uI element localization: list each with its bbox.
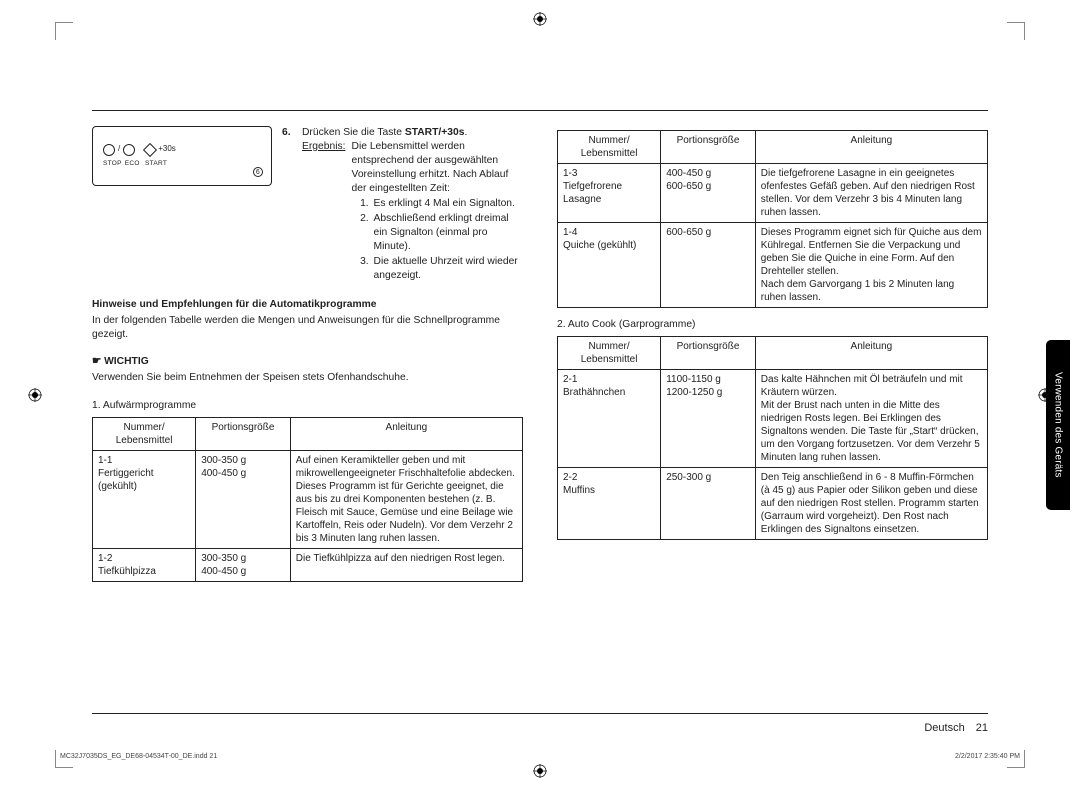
important-body: Verwenden Sie beim Entnehmen der Speisen…	[92, 371, 523, 385]
table-row: 2-2 Muffins 250-300 g Den Teig anschließ…	[558, 467, 988, 539]
hints-body: In der folgenden Tabelle werden die Meng…	[92, 314, 523, 342]
crop-mark	[1007, 22, 1025, 40]
result-label: Ergebnis:	[302, 140, 346, 284]
page-footer: Deutsch 21	[924, 722, 988, 734]
important-title: WICHTIG	[92, 355, 523, 369]
sub-item: Es erklingt 4 Mal ein Signalton.	[372, 197, 523, 211]
step-number: 6.	[282, 126, 296, 284]
sub-item: Abschließend erklingt dreimal ein Signal…	[372, 212, 523, 254]
table-1-caption: 1. Aufwärmprogramme	[92, 399, 523, 413]
step-text: Drücken Sie die Taste START/+30s. Ergebn…	[302, 126, 523, 284]
table-row: 2-1 Brathähnchen 1100-1150 g 1200-1250 g…	[558, 369, 988, 467]
footer-file: MC32J7035DS_EG_DE68-04534T-00_DE.indd 21	[60, 753, 217, 760]
stop-label: STOP	[103, 160, 122, 169]
table-row: 1-3 Tiefgefrorene Lasagne 400-450 g 600-…	[558, 164, 988, 223]
top-rule	[92, 110, 988, 111]
registration-mark	[28, 388, 42, 402]
hints-title: Hinweise und Empfehlungen für die Automa…	[92, 298, 523, 312]
result-sublist: Es erklingt 4 Mal ein Signalton. Abschli…	[352, 197, 523, 282]
page-number: 21	[976, 722, 988, 734]
left-column: / +30s STOPECO START 6 6. Drücken Sie di…	[92, 126, 523, 582]
th-instructions: Anleitung	[290, 418, 522, 451]
reheat-programs-table-cont: Nummer/ Lebensmittel Portionsgröße Anlei…	[557, 130, 988, 308]
crop-mark	[55, 22, 73, 40]
start-label: START	[145, 160, 167, 169]
table-row: 1-1 Fertiggericht (gekühlt) 300-350 g 40…	[93, 451, 523, 549]
registration-mark	[533, 764, 547, 778]
step-6: / +30s STOPECO START 6 6. Drücken Sie di…	[92, 126, 523, 284]
control-panel-diagram: / +30s STOPECO START 6	[92, 126, 272, 284]
content-columns: / +30s STOPECO START 6 6. Drücken Sie di…	[92, 126, 988, 582]
bottom-rule	[92, 713, 988, 714]
table-header-row: Nummer/ Lebensmittel Portionsgröße Anlei…	[558, 336, 988, 369]
section-tab: Verwenden des Geräts	[1046, 340, 1070, 510]
plus30-label: +30s	[158, 144, 176, 155]
right-column: Nummer/ Lebensmittel Portionsgröße Anlei…	[557, 126, 988, 582]
table-1-section: 1. Aufwärmprogramme Nummer/ Lebensmittel…	[92, 399, 523, 582]
table-row: 1-2 Tiefkühlpizza 300-350 g 400-450 g Di…	[93, 549, 523, 582]
table-header-row: Nummer/ Lebensmittel Portionsgröße Anlei…	[93, 418, 523, 451]
table-2-caption: 2. Auto Cook (Garprogramme)	[557, 318, 988, 332]
step-indicator: 6	[253, 167, 263, 177]
important-section: WICHTIG Verwenden Sie beim Entnehmen der…	[92, 355, 523, 385]
eco-label: ECO	[125, 160, 140, 169]
table-row: 1-4 Quiche (gekühlt) 600-650 g Dieses Pr…	[558, 223, 988, 308]
sub-item: Die aktuelle Uhrzeit wird wieder angezei…	[372, 255, 523, 283]
registration-mark	[533, 12, 547, 26]
table-header-row: Nummer/ Lebensmittel Portionsgröße Anlei…	[558, 131, 988, 164]
autocook-programs-table: Nummer/ Lebensmittel Portionsgröße Anlei…	[557, 336, 988, 540]
language-label: Deutsch	[924, 722, 964, 734]
th-number: Nummer/ Lebensmittel	[93, 418, 196, 451]
reheat-programs-table: Nummer/ Lebensmittel Portionsgröße Anlei…	[92, 417, 523, 582]
th-portion: Portionsgröße	[196, 418, 291, 451]
footer-timestamp: 2/2/2017 2:35:40 PM	[955, 753, 1020, 760]
hints-section: Hinweise und Empfehlungen für die Automa…	[92, 298, 523, 342]
